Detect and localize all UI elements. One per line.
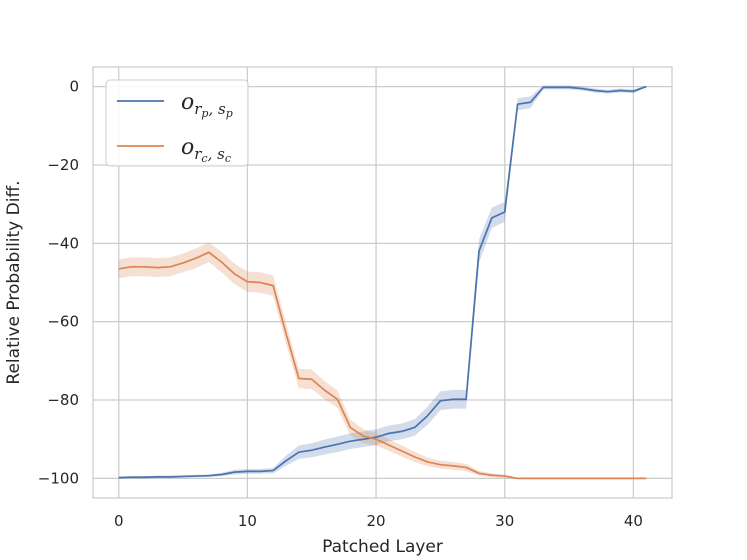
series-line-1 — [118, 85, 647, 479]
legend-label-1: orp, sp — [181, 90, 233, 120]
x-tick-label: 0 — [114, 512, 124, 530]
y-tick-label: −80 — [47, 391, 79, 409]
y-tick-label: −100 — [38, 469, 79, 487]
x-tick-label: 30 — [495, 512, 514, 530]
plot-frame — [92, 66, 673, 499]
x-tick-label: 40 — [624, 512, 643, 530]
tick-labels: 0 10 20 30 40 0 −20 −40 −60 −80 −100 — [38, 78, 643, 530]
x-tick-label: 10 — [238, 512, 257, 530]
series-line-2 — [118, 251, 647, 480]
y-tick-label: −40 — [47, 234, 79, 252]
y-tick-label: −60 — [47, 313, 79, 331]
x-axis-label: Patched Layer — [322, 537, 443, 557]
y-tick-label: 0 — [69, 78, 79, 96]
legend-label-2: orc, sc — [181, 135, 231, 165]
legend: orp, sp orc, sc — [105, 79, 249, 167]
y-axis-label: Relative Probability Diff. — [4, 180, 24, 384]
confidence-band-series-2 — [118, 242, 647, 479]
x-tick-label: 20 — [367, 512, 386, 530]
series-lines — [118, 85, 647, 480]
y-tick-label: −20 — [47, 156, 79, 174]
